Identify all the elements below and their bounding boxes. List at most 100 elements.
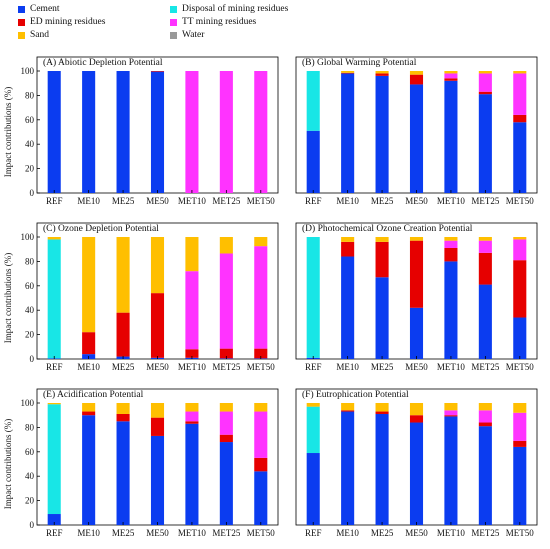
x-tick-label-met25: MET25	[471, 362, 499, 372]
bar-segment-me25-cement	[375, 277, 389, 359]
bar-segment-me50-sand	[409, 71, 424, 75]
chart-panel-1: (A) Abiotic Depletion Potential 0 20 40 60 80…	[3, 56, 279, 206]
chart-title: (A) Abiotic Depletion Potential	[43, 57, 163, 68]
legend-item-ed: ED mining residues	[18, 17, 105, 27]
bar-segment-met25-sand	[219, 237, 233, 254]
bar-segment-met50-cement	[254, 471, 268, 525]
bar-segment-met10-tt-mining-residues	[444, 240, 458, 248]
x-tick-label-me10: ME10	[77, 196, 100, 206]
x-tick-label-me50: ME50	[405, 196, 428, 206]
bar-segment-met25-ed-mining-residues	[219, 348, 233, 359]
bar-segment-met50-tt-mining-residues	[513, 239, 527, 261]
bar-segment-me50-cement	[409, 307, 424, 359]
x-tick-label-me50: ME50	[146, 528, 169, 538]
bar-segment-met50-tt-mining-residues	[254, 411, 268, 458]
x-tick-label-ref: REF	[305, 196, 322, 206]
bar-segment-met10-ed-mining-residues	[185, 421, 199, 424]
x-tick-label-me25: ME25	[371, 528, 394, 538]
y-tick-label: 60	[25, 447, 35, 457]
y-tick-label: 40	[25, 139, 35, 149]
y-tick-label: 0	[30, 520, 35, 530]
bar-segment-met50-ed-mining-residues	[254, 457, 268, 472]
chart-title: (B) Global Warming Potential	[302, 57, 417, 68]
y-tick-label: 80	[25, 256, 35, 266]
bar-segment-met10-cement	[444, 80, 458, 193]
bar-segment-ref-sand	[47, 403, 61, 405]
legend-item-disposal: Disposal of mining residues	[170, 4, 288, 14]
bar-segment-ref-sand	[47, 237, 61, 240]
chart-title: (C) Ozone Depletion Potential	[43, 223, 159, 234]
x-tick-label-met50: MET50	[506, 196, 534, 206]
bar-segment-ref-disposal-of-mining-residues	[306, 237, 320, 358]
x-tick-label-met25: MET25	[212, 362, 240, 372]
x-tick-label-me50: ME50	[405, 528, 428, 538]
x-tick-label-met50: MET50	[247, 196, 275, 206]
bar-segment-me25-cement	[375, 75, 389, 193]
y-tick-label: 100	[21, 398, 35, 408]
x-tick-label-me10: ME10	[77, 362, 100, 372]
chart-panel-4: (D) Photochemical Ozone Creation Potenti…	[295, 222, 538, 372]
bar-segment-met10-sand	[185, 237, 199, 272]
bar-segment-met50-ed-mining-residues	[513, 114, 527, 123]
bar-segment-me25-cement	[375, 413, 389, 525]
legend-label-tt: TT mining residues	[182, 17, 257, 27]
x-tick-label-met25: MET25	[212, 196, 240, 206]
legend-label-ed: ED mining residues	[30, 17, 106, 27]
y-tick-label: 20	[25, 496, 35, 506]
bar-segment-me25-sand	[116, 237, 130, 313]
bar-segment-ref-disposal-of-mining-residues	[47, 239, 61, 359]
chart-panel-5: (E) Acidification Potential 0 20 40 60 80 100 I…	[3, 388, 279, 538]
legend-swatch-ed	[18, 18, 25, 26]
y-tick-label: 40	[25, 471, 35, 481]
bar-segment-me10-ed-mining-residues	[341, 241, 355, 257]
bar-segment-met25-tt-mining-residues	[219, 71, 233, 193]
bar-segment-ref-disposal-of-mining-residues	[306, 406, 320, 454]
bar-segment-me10-cement	[82, 415, 96, 525]
chart-panel-2: (B) Global Warming Potential REF ME10 ME25 M…	[295, 56, 538, 206]
legend-swatch-disposal	[170, 5, 177, 13]
bar-segment-ref-cement	[306, 453, 320, 525]
bar-segment-me50-ed-mining-residues	[150, 71, 165, 72]
bar-segment-ref-disposal-of-mining-residues	[47, 404, 61, 515]
bar-segment-met50-cement	[513, 122, 527, 193]
bar-segment-met50-sand	[513, 403, 527, 413]
bar-segment-me25-cement	[116, 421, 130, 525]
chart-title: (E) Acidification Potential	[43, 389, 144, 400]
bar-segment-me50-ed-mining-residues	[409, 74, 424, 85]
x-tick-label-met10: MET10	[437, 196, 465, 206]
bar-segment-me50-ed-mining-residues	[409, 415, 424, 423]
x-tick-label-met50: MET50	[247, 528, 275, 538]
y-tick-label: 0	[30, 188, 35, 198]
bar-segment-met10-cement	[444, 261, 458, 359]
legend-swatch-tt	[170, 18, 177, 26]
bar-segment-met50-ed-mining-residues	[513, 260, 527, 318]
legend-label-disposal: Disposal of mining residues	[182, 4, 289, 14]
bar-segment-me25-ed-mining-residues	[375, 73, 389, 76]
bar-segment-met25-sand	[478, 71, 492, 74]
bar-segment-me10-ed-mining-residues	[82, 332, 96, 355]
bar-segment-met10-tt-mining-residues	[444, 73, 458, 79]
bar-segment-met50-sand	[513, 71, 527, 74]
bar-segment-me50-sand	[409, 403, 424, 416]
x-tick-label-ref: REF	[305, 528, 322, 538]
bar-segment-met25-cement	[478, 94, 492, 193]
bar-segment-ref-disposal-of-mining-residues	[306, 71, 320, 131]
legend-item-tt: TT mining residues	[170, 17, 256, 27]
bar-segment-me25-sand	[375, 237, 389, 242]
bar-segment-ref-cement	[306, 130, 320, 193]
bar-segment-me50-sand	[150, 237, 165, 294]
x-tick-label-met50: MET50	[506, 362, 534, 372]
bar-segment-met10-ed-mining-residues	[185, 349, 199, 358]
bar-segment-me25-ed-mining-residues	[375, 411, 389, 414]
x-tick-label-me50: ME50	[146, 196, 169, 206]
y-tick-label: 20	[25, 164, 35, 174]
x-tick-label-met10: MET10	[437, 362, 465, 372]
x-tick-label-me25: ME25	[371, 362, 394, 372]
bar-segment-me10-sand	[82, 403, 96, 412]
legend-label-cement: Cement	[30, 4, 60, 14]
bar-segment-met25-ed-mining-residues	[478, 422, 492, 427]
bar-segment-met10-ed-mining-residues	[444, 78, 458, 81]
x-tick-label-met10: MET10	[178, 528, 206, 538]
bar-segment-met50-ed-mining-residues	[254, 348, 268, 359]
bar-segment-me10-sand	[82, 237, 96, 333]
